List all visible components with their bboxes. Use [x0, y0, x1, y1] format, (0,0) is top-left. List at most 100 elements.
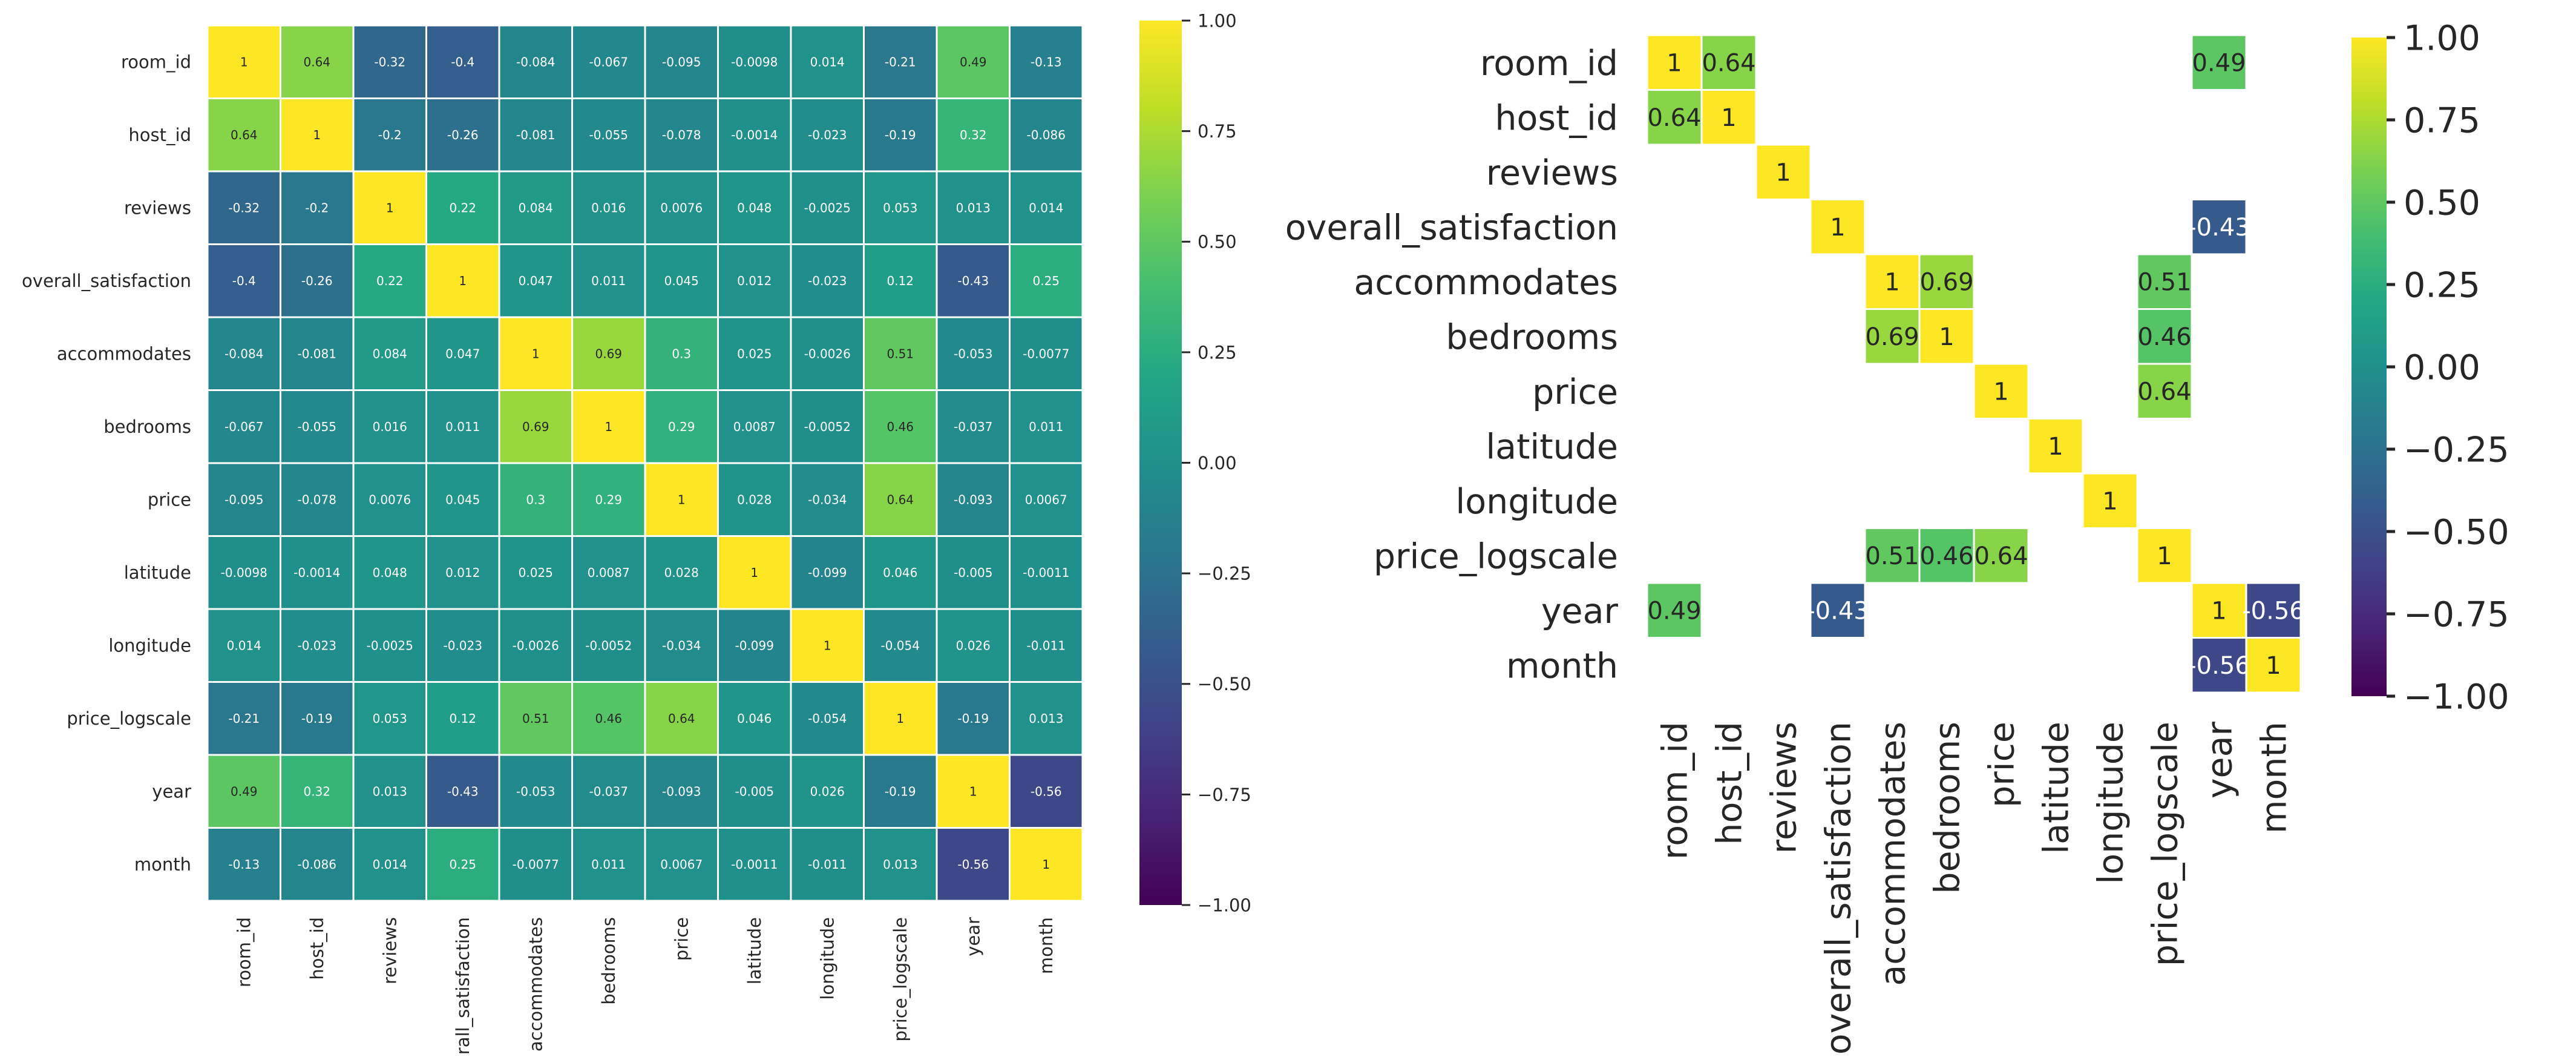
heatmap-cell [571, 97, 646, 173]
colorbar-tick-label: 0.25 [1198, 342, 1237, 363]
row-tick-label: bedrooms [103, 416, 191, 437]
cell-value-label: -0.0077 [1023, 346, 1069, 361]
heatmap-cell [1009, 462, 1084, 537]
heatmap-cell [206, 535, 281, 610]
cell-value-label: 0.013 [956, 200, 991, 215]
cell-value-label: 0.46 [595, 711, 622, 726]
cell-value-label: -0.0025 [804, 200, 851, 215]
cell-value-label: -0.054 [808, 711, 847, 726]
cell-value-label: -0.067 [589, 54, 628, 69]
cell-value-label: -0.43 [447, 784, 479, 798]
heatmap-cell [1009, 608, 1084, 683]
cell-value-label: -0.081 [298, 346, 336, 361]
heatmap-cell [1918, 308, 1975, 365]
row-tick-label: latitude [1486, 427, 1618, 467]
cell-value-label: 0.013 [883, 857, 917, 872]
row-tick-label: price_logscale [1374, 536, 1618, 576]
cell-value-label: 0.46 [887, 420, 914, 434]
row-tick-label: price_logscale [67, 708, 191, 729]
column-tick-label: longitude [2091, 722, 2131, 884]
cell-value-label: 1 [240, 54, 248, 69]
heatmap-cell [1009, 389, 1084, 464]
heatmap-cell [2027, 418, 2084, 475]
colorbar: 1.00 0.75 0.50 0.25 0.00 −0.25 −0.50 −0.75 −1.00 [2352, 19, 2509, 717]
heatmap-cell [790, 462, 865, 537]
heatmap-cell [280, 827, 355, 902]
cell-value-label: -0.0052 [804, 420, 851, 434]
cell-value-label: -0.56 [2188, 652, 2250, 680]
cell-value-label: 0.3 [672, 346, 691, 361]
row-tick-label: bedrooms [1446, 317, 1618, 357]
heatmap-cell [1973, 363, 2030, 420]
cell-value-label: -0.095 [224, 492, 263, 507]
row-tick-label: reviews [1486, 153, 1618, 193]
heatmap-cell [790, 754, 865, 829]
cell-value-label: 1 [532, 346, 540, 361]
row-tick-label: host_id [128, 125, 191, 145]
heatmap-cell [1809, 199, 1866, 255]
heatmap-cell [2245, 582, 2302, 639]
cell-value-label: -0.011 [1027, 638, 1066, 653]
cell-value-label: -0.21 [885, 54, 916, 69]
cell-value-label: 0.0067 [1025, 492, 1067, 507]
cell-value-label: 0.011 [445, 420, 480, 434]
column-tick-label: reviews [1765, 722, 1804, 854]
heatmap-cells: 1 0.64 0.49 0.64 1 1 1 -0.43 1 0.69 0.51 0.69 1 0.46 1… [1646, 34, 2305, 694]
row-tick-label: accommodates [1354, 263, 1618, 303]
cell-value-label: 0.0076 [369, 492, 411, 507]
cell-value-label: 0.64 [668, 711, 695, 726]
heatmap-cell [425, 608, 500, 683]
cell-value-label: 0.64 [303, 54, 330, 69]
cell-value-label: 0.32 [303, 784, 330, 798]
cell-value-label: -0.19 [957, 711, 989, 726]
cell-value-label: 1 [1667, 50, 1682, 77]
row-tick-label: overall_satisfaction [1285, 208, 1618, 248]
cell-value-label: 0.0087 [733, 420, 776, 434]
cell-value-label: 1 [1884, 269, 1899, 297]
heatmap-cell [280, 462, 355, 537]
heatmap-cell [206, 243, 281, 318]
heatmap-cell [1864, 527, 1921, 584]
cell-value-label: -0.011 [808, 857, 847, 872]
cell-value-label: 0.29 [668, 420, 695, 434]
column-tick-label: accommodates [1873, 722, 1913, 986]
heatmap-cell [571, 316, 646, 391]
cell-value-label: 0.053 [373, 711, 407, 726]
row-tick-label: latitude [124, 562, 191, 583]
heatmap-cell [352, 316, 427, 391]
heatmap-cell [571, 827, 646, 902]
cell-value-label: 0.046 [737, 711, 772, 726]
cell-value-label: -0.005 [735, 784, 774, 798]
cell-value-label: -0.4 [232, 274, 256, 288]
column-tick-label: latitude [744, 917, 765, 984]
colorbar-tick-label: 0.50 [1198, 232, 1237, 252]
heatmap-cell [717, 608, 792, 683]
cell-value-label: 1 [1042, 857, 1050, 872]
cell-value-label: 0.084 [519, 200, 553, 215]
heatmap-cell [863, 97, 938, 173]
cell-value-label: 0.084 [373, 346, 407, 361]
heatmap-cell [206, 754, 281, 829]
heatmap-cell [425, 389, 500, 464]
cell-value-label: 0.12 [887, 274, 914, 288]
heatmap-cell [1009, 243, 1084, 318]
column-tick-label: month [1036, 917, 1057, 974]
heatmap-cell [1009, 535, 1084, 610]
heatmap-cell [571, 24, 646, 99]
cell-value-label: 1 [605, 420, 612, 434]
cell-value-label: 0.22 [449, 200, 476, 215]
heatmap-cell [644, 316, 719, 391]
cell-value-label: -0.0025 [367, 638, 413, 653]
cell-value-label: 0.49 [1647, 597, 1701, 625]
heatmap-cell [425, 754, 500, 829]
colorbar-tick-label: 0.50 [2404, 183, 2480, 223]
cell-value-label: 0.014 [1029, 200, 1063, 215]
cell-value-label: 1 [678, 492, 686, 507]
cell-value-label: -0.099 [735, 638, 774, 653]
heatmap-cell [2136, 363, 2193, 420]
heatmap-cell [936, 243, 1011, 318]
cell-value-label: 0.046 [883, 565, 917, 580]
heatmap-cell [2191, 199, 2247, 255]
